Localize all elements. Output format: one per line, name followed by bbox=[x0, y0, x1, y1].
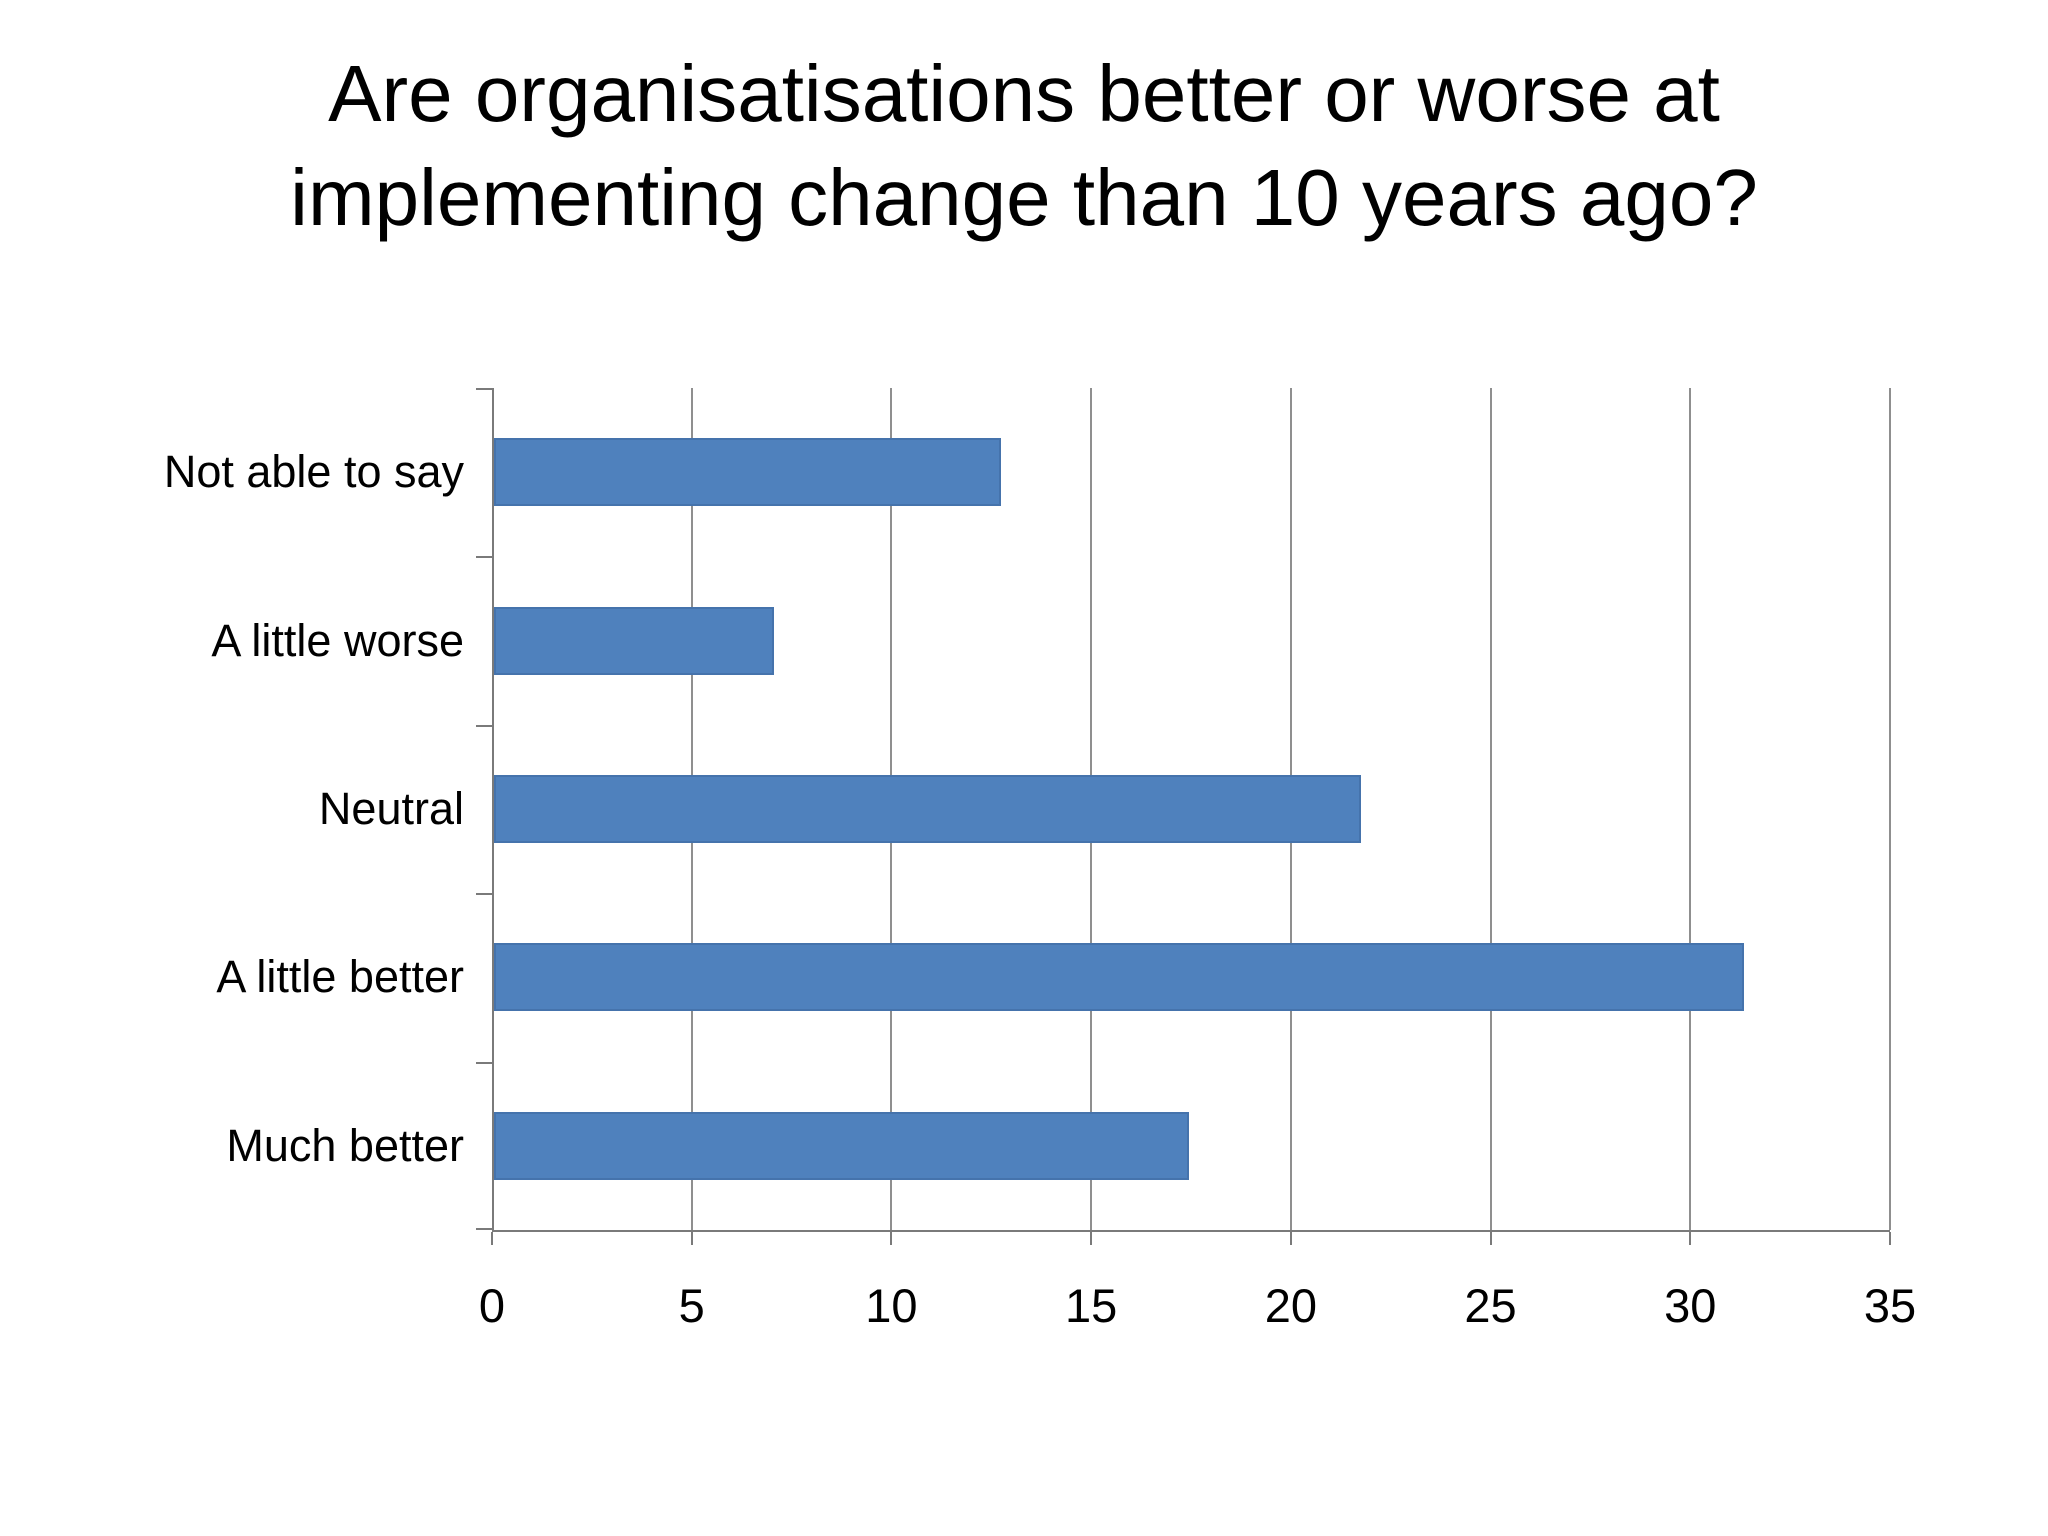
plot-area bbox=[476, 388, 1891, 1245]
chart-title: Are organisatisations better or worse at… bbox=[0, 42, 2048, 250]
bar-neutral bbox=[494, 775, 1361, 843]
x-axis-tick-label-20: 20 bbox=[1264, 1279, 1317, 1332]
gridline-x-30 bbox=[1689, 388, 1692, 1230]
x-axis-line bbox=[492, 1230, 1890, 1232]
x-axis-tick-label-10: 10 bbox=[865, 1279, 918, 1332]
bar-much-better bbox=[494, 1111, 1189, 1180]
x-axis-tick-15 bbox=[1090, 1232, 1093, 1245]
gridline-x-25 bbox=[1489, 388, 1492, 1230]
x-axis-tick-0 bbox=[491, 1232, 493, 1245]
y-axis-tick-5 bbox=[476, 1228, 492, 1230]
x-axis-tick-30 bbox=[1689, 1232, 1692, 1245]
y-axis-tick-1 bbox=[476, 556, 492, 559]
bar-a-little-better bbox=[494, 943, 1745, 1012]
category-label-neutral: Neutral bbox=[318, 783, 464, 834]
x-axis-tick-25 bbox=[1489, 1232, 1492, 1245]
bar-not-able-to-say bbox=[494, 438, 1002, 507]
x-axis-tick-label-30: 30 bbox=[1664, 1279, 1717, 1332]
chart-title-line2: implementing change than 10 years ago? bbox=[290, 153, 1758, 242]
gridline-x-35 bbox=[1889, 388, 1891, 1230]
category-label-not-able-to-say: Not able to say bbox=[163, 446, 464, 498]
x-axis-tick-label-0: 0 bbox=[478, 1279, 506, 1332]
x-axis-tick-35 bbox=[1889, 1232, 1891, 1245]
x-axis-tick-20 bbox=[1289, 1232, 1292, 1245]
y-axis-tick-0 bbox=[476, 388, 492, 390]
bar-a-little-worse bbox=[494, 606, 774, 675]
y-axis-tick-4 bbox=[476, 1061, 492, 1064]
category-label-much-better: Much better bbox=[226, 1119, 464, 1171]
y-axis-tick-3 bbox=[476, 893, 492, 896]
x-axis-tick-5 bbox=[690, 1232, 693, 1245]
x-axis-tick-10 bbox=[890, 1232, 893, 1245]
y-axis-line bbox=[492, 388, 494, 1230]
chart-title-line1: Are organisatisations better or worse at bbox=[328, 49, 1720, 138]
category-label-a-little-better: A little better bbox=[216, 951, 464, 1003]
category-label-a-little-worse: A little worse bbox=[211, 614, 464, 666]
x-axis-tick-label-15: 15 bbox=[1065, 1279, 1118, 1332]
y-axis-tick-2 bbox=[476, 724, 492, 727]
x-axis-tick-label-5: 5 bbox=[678, 1279, 705, 1332]
x-axis-tick-label-35: 35 bbox=[1863, 1279, 1917, 1332]
x-axis-tick-label-25: 25 bbox=[1464, 1279, 1517, 1332]
